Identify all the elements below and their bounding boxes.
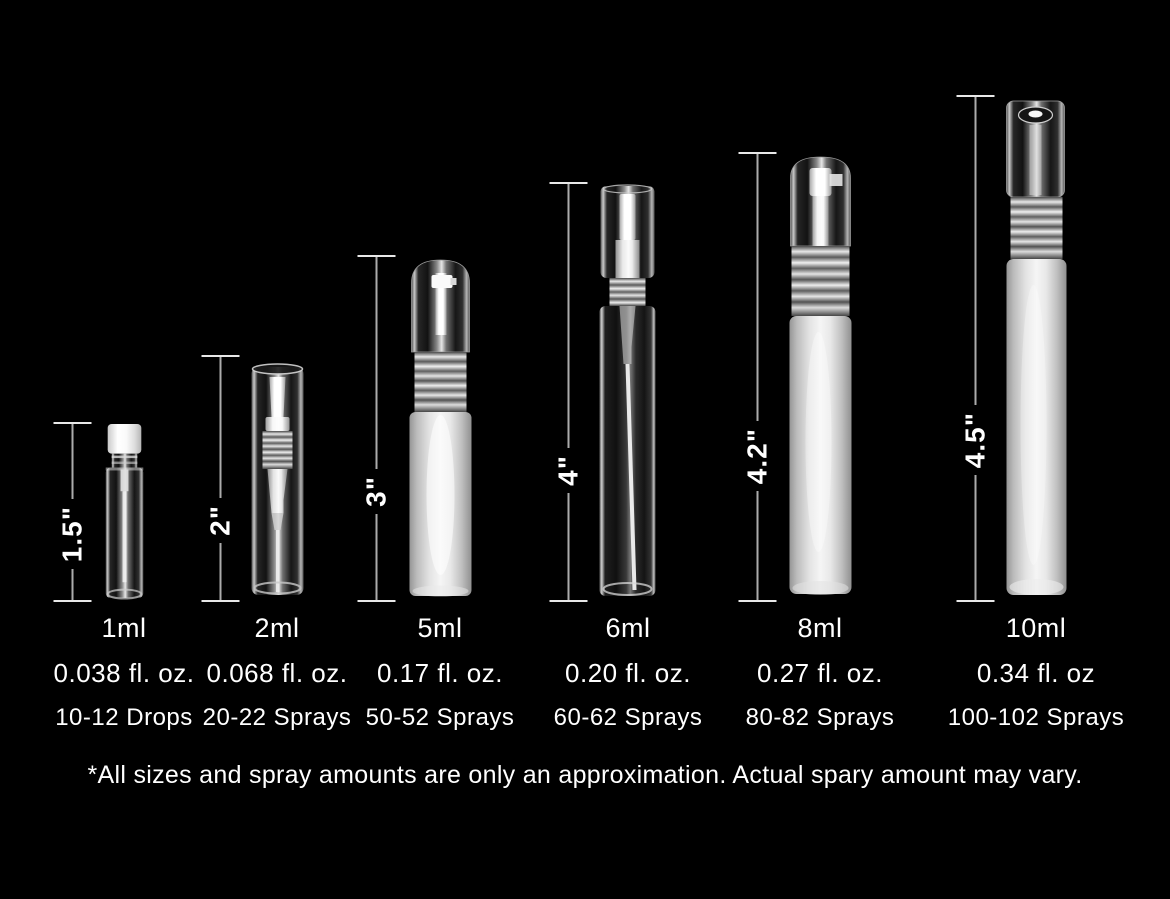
bottle-column-2ml: 2": [177, 0, 377, 899]
ruler-line: [567, 492, 570, 600]
volume-label: 5ml: [417, 613, 463, 643]
ruler-line: [219, 542, 222, 600]
ruler-line: [567, 184, 570, 448]
height-label: 2": [204, 504, 236, 536]
bottle-illustration-1ml: [105, 423, 144, 600]
bottle-illustration-2ml: [251, 363, 304, 595]
bottle-illustration-10ml: [1006, 100, 1067, 595]
frosted-body: [1006, 259, 1067, 595]
measurement-ruler: 4.2": [737, 152, 779, 602]
pump-head: [435, 273, 447, 335]
spray-head: [809, 168, 832, 196]
ruler-line: [71, 569, 74, 600]
fluid-ounce-label: 0.17 fl. oz.: [377, 658, 503, 688]
spray-count-label: 100-102 Sprays: [947, 704, 1125, 731]
bottle-illustration-6ml: [599, 184, 656, 596]
ruler-line: [71, 424, 74, 500]
volume-label: 2ml: [254, 613, 300, 643]
clear-body: [599, 306, 656, 596]
ruler-line: [219, 357, 222, 498]
bottle-figure: 4": [548, 182, 661, 602]
measurement-ruler: 3": [356, 255, 398, 602]
height-label: 4.2": [741, 428, 773, 485]
ruler-end-cap: [738, 600, 777, 602]
volume-label: 1ml: [101, 613, 147, 643]
ruler-line: [756, 491, 759, 600]
bottle-figure: 4.2": [737, 152, 856, 602]
volume-label: 6ml: [605, 613, 651, 643]
frosted-body: [789, 316, 852, 594]
bottle-column-8ml: 4.2": [720, 0, 920, 899]
bottle-illustration-5ml: [409, 259, 472, 597]
measurement-ruler: 4.5": [955, 95, 997, 602]
vial-applicator-stem: [122, 491, 127, 583]
ruler-end-cap: [956, 95, 995, 97]
ruler-end-cap: [956, 600, 995, 602]
bottle-figure: 4.5": [955, 95, 1070, 602]
ruler-line: [375, 257, 378, 469]
pump-collar-ribs: [791, 246, 850, 316]
ruler-end-cap: [53, 600, 92, 602]
ruler-end-cap: [201, 600, 240, 602]
bottle-column-5ml: 3": [340, 0, 540, 899]
disclaimer-text: *All sizes and spray amounts are only an…: [87, 761, 1083, 789]
ruler-end-cap: [738, 152, 777, 154]
ruler-end-cap: [53, 422, 92, 424]
ruler-line: [974, 474, 977, 600]
bottle-column-10ml: 4.5": [936, 0, 1136, 899]
fluid-ounce-label: 0.27 fl. oz.: [757, 658, 883, 688]
height-label: 3": [360, 475, 392, 507]
pump-head: [619, 194, 636, 240]
height-label: 1.5": [56, 506, 88, 563]
bottle-illustration-8ml: [789, 156, 852, 595]
volume-label: 10ml: [1005, 613, 1067, 643]
pump-collar-ribs: [609, 278, 646, 306]
dip-tube: [276, 530, 280, 592]
spray-count-label: 60-62 Sprays: [553, 704, 703, 731]
spray-count-label: 10-12 Drops: [55, 704, 193, 731]
bottle-column-1ml: 1.5": [24, 0, 224, 899]
pump-collar-ribs: [1010, 197, 1063, 259]
ruler-line: [375, 513, 378, 600]
vial-cap: [107, 423, 142, 454]
fluid-ounce-label: 0.068 fl. oz.: [206, 658, 348, 688]
spray-count-label: 80-82 Sprays: [745, 704, 895, 731]
spray-count-label: 20-22 Sprays: [202, 704, 352, 731]
ruler-end-cap: [357, 600, 396, 602]
measurement-ruler: 1.5": [52, 422, 94, 602]
ruler-end-cap: [357, 255, 396, 257]
dip-tube: [625, 364, 637, 590]
ruler-line: [974, 97, 977, 405]
spray-count-label: 50-52 Sprays: [365, 704, 515, 731]
pump-collar-ribs: [262, 431, 293, 469]
fluid-ounce-label: 0.038 fl. oz.: [53, 658, 195, 688]
bottle-column-6ml: 4": [528, 0, 728, 899]
ruler-end-cap: [201, 355, 240, 357]
pump-collar-ribs: [414, 352, 467, 412]
measurement-ruler: 2": [200, 355, 242, 602]
height-label: 4": [552, 454, 584, 486]
ruler-end-cap: [549, 600, 588, 602]
pump-head: [269, 377, 286, 417]
bottle-figure: 1.5": [52, 422, 149, 602]
ruler-end-cap: [549, 182, 588, 184]
fluid-ounce-label: 0.20 fl. oz.: [565, 658, 691, 688]
fluid-ounce-label: 0.34 fl. oz: [976, 658, 1096, 688]
bottle-figure: 2": [200, 355, 307, 602]
volume-label: 8ml: [797, 613, 843, 643]
bottle-figure: 3": [356, 255, 477, 602]
measurement-ruler: 4": [548, 182, 590, 602]
height-label: 4.5": [959, 411, 991, 468]
ruler-line: [756, 154, 759, 422]
